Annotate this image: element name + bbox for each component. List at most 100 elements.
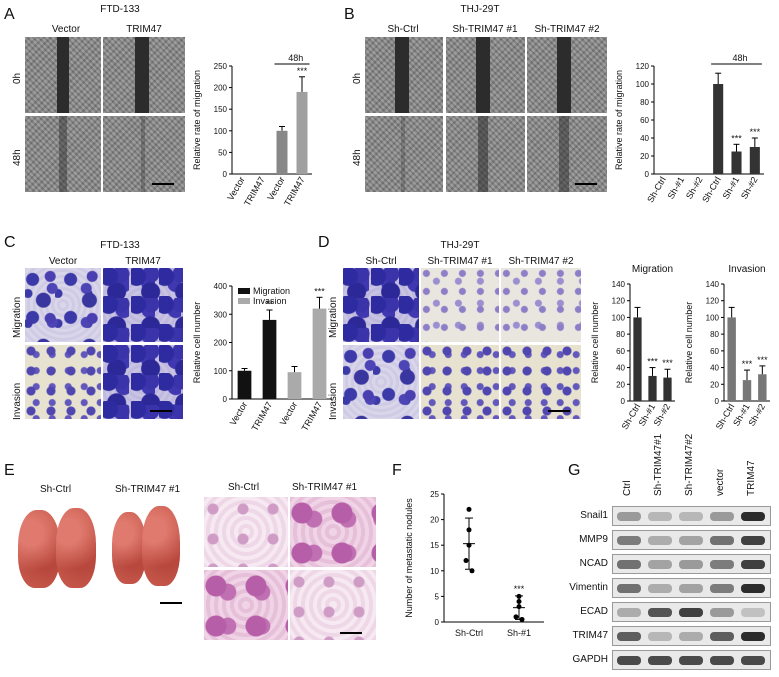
wound-image bbox=[25, 37, 101, 113]
panel-letter: E bbox=[4, 462, 15, 479]
bar bbox=[727, 317, 736, 401]
blot-strip bbox=[612, 602, 771, 622]
cell-line-title: FTD-133 bbox=[100, 240, 140, 251]
lung-right-lobe bbox=[56, 508, 96, 588]
y-tick-label: 200 bbox=[214, 84, 228, 93]
y-tick-label: 100 bbox=[214, 367, 228, 376]
lung-right-lobe bbox=[142, 506, 180, 586]
y-tick-label: 140 bbox=[612, 280, 626, 289]
transwell-image bbox=[343, 345, 419, 419]
cell-line-title: THJ-29T bbox=[440, 240, 480, 251]
blot-band bbox=[648, 656, 672, 665]
blot-band bbox=[679, 656, 703, 665]
col-label: TRIM47 bbox=[126, 24, 162, 35]
y-tick-label: 80 bbox=[640, 98, 649, 107]
y-axis-label: Number of metastatic nodules bbox=[404, 498, 414, 618]
col-label: Sh-TRIM47 #2 bbox=[534, 24, 600, 35]
panel-letter: G bbox=[568, 462, 581, 479]
bar-chart-a: Relative rate of migration 0 50 100 150 200 25… bbox=[192, 53, 312, 208]
x-tick-label: Sh-#2 bbox=[739, 175, 760, 201]
bar bbox=[296, 91, 308, 174]
blot-band bbox=[617, 512, 641, 521]
row-label: 0h bbox=[12, 72, 23, 84]
lane-label: Sh-TRIM47#1 bbox=[653, 433, 664, 496]
bar bbox=[237, 370, 252, 399]
y-tick-label: 80 bbox=[616, 330, 625, 339]
y-tick-label: 80 bbox=[710, 330, 719, 339]
row-label: 48h bbox=[12, 149, 23, 166]
lane-label: Sh-TRIM47#2 bbox=[684, 433, 695, 496]
blot-strip bbox=[612, 578, 771, 598]
significance-mark: *** bbox=[757, 355, 768, 365]
bar bbox=[749, 147, 760, 174]
col-label: Sh-TRIM47 #2 bbox=[508, 256, 574, 267]
transwell-image bbox=[501, 345, 581, 419]
y-tick-label: 0 bbox=[621, 397, 626, 406]
significance-mark: ** bbox=[266, 299, 274, 309]
blot-band bbox=[679, 536, 703, 545]
blot-band bbox=[741, 608, 765, 617]
y-tick-label: 400 bbox=[214, 282, 228, 291]
blot-band bbox=[679, 584, 703, 593]
blot-band bbox=[710, 632, 734, 641]
y-tick-label: 20 bbox=[430, 516, 439, 525]
blot-band bbox=[710, 608, 734, 617]
protein-label: GAPDH bbox=[572, 654, 608, 665]
transwell-image bbox=[421, 345, 499, 419]
transwell-image bbox=[421, 268, 499, 342]
x-tick-label: Sh-Ctrl bbox=[645, 175, 668, 204]
blot-band bbox=[679, 560, 703, 569]
blot-band bbox=[679, 632, 703, 641]
blot-band bbox=[648, 632, 672, 641]
y-tick-label: 100 bbox=[612, 313, 626, 322]
y-tick-label: 15 bbox=[430, 541, 439, 550]
scale-bar bbox=[160, 602, 182, 604]
bar bbox=[731, 151, 742, 174]
panel-letter: B bbox=[344, 6, 355, 23]
panel-letter: C bbox=[4, 234, 16, 251]
y-tick-label: 250 bbox=[214, 62, 228, 71]
blot-strip bbox=[612, 506, 771, 526]
blot-band bbox=[741, 536, 765, 545]
blot-band bbox=[648, 536, 672, 545]
data-point bbox=[513, 614, 519, 620]
transwell-image bbox=[501, 268, 581, 342]
scatter-chart-f: Number of metastatic nodules 0 5 10 15 20 25 Sh… bbox=[404, 490, 544, 638]
bar bbox=[742, 380, 752, 401]
y-tick-label: 150 bbox=[214, 105, 228, 114]
col-label: Sh-TRIM47 #1 bbox=[427, 256, 493, 267]
y-tick-label: 120 bbox=[612, 297, 626, 306]
lung-label: Sh-TRIM47 #1 bbox=[115, 484, 181, 495]
y-tick-label: 0 bbox=[435, 618, 440, 627]
row-label: Migration bbox=[12, 296, 23, 338]
blot-band bbox=[617, 536, 641, 545]
x-tick-label: Sh-#1 bbox=[666, 175, 687, 201]
y-tick-label: 60 bbox=[616, 347, 625, 356]
bar bbox=[287, 372, 302, 399]
panel-letter: D bbox=[318, 234, 330, 251]
significance-mark: *** bbox=[731, 133, 742, 143]
y-tick-label: 40 bbox=[710, 364, 719, 373]
y-tick-label: 60 bbox=[710, 347, 719, 356]
cell-line-title: FTD-133 bbox=[100, 4, 140, 15]
lung-left-lobe bbox=[112, 512, 146, 584]
x-tick-label: Sh-Ctrl bbox=[620, 402, 643, 431]
y-tick-label: 10 bbox=[430, 567, 439, 576]
blot-band bbox=[617, 608, 641, 617]
blot-band bbox=[648, 560, 672, 569]
legend-swatch bbox=[238, 288, 250, 294]
y-tick-label: 100 bbox=[214, 127, 228, 136]
significance-mark: *** bbox=[750, 127, 761, 137]
y-tick-label: 40 bbox=[640, 134, 649, 143]
wound-image bbox=[527, 37, 607, 113]
transwell-image bbox=[103, 345, 183, 419]
x-tick-label: Sh-Ctrl bbox=[714, 402, 737, 431]
x-tick-label: Sh-Ctrl bbox=[455, 628, 483, 638]
blot-band bbox=[679, 608, 703, 617]
blot-strip bbox=[612, 530, 771, 550]
legend-swatch bbox=[238, 298, 250, 304]
y-tick-label: 20 bbox=[616, 380, 625, 389]
y-axis-label: Relative rate of migration bbox=[192, 70, 202, 170]
x-tick-label: Vector bbox=[278, 400, 299, 427]
x-tick-label: Vector bbox=[225, 175, 246, 202]
